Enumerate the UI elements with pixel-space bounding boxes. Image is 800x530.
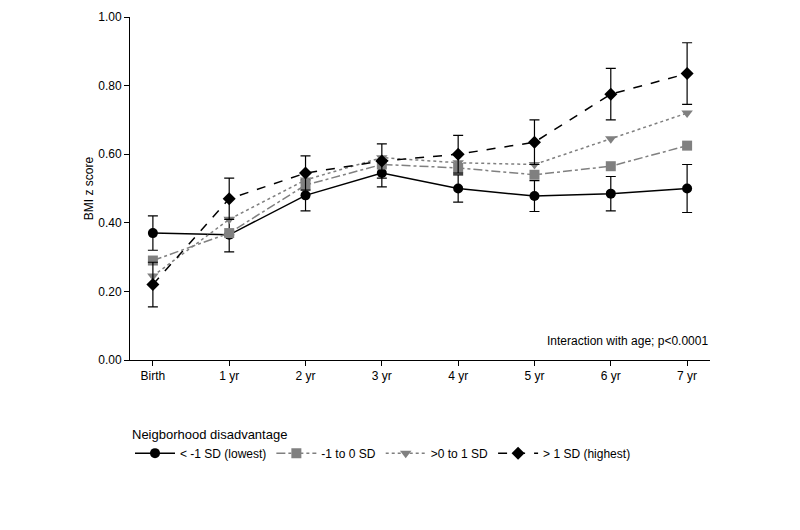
- svg-text:0.40: 0.40: [98, 216, 122, 230]
- svg-text:Birth: Birth: [141, 369, 166, 383]
- svg-text:7 yr: 7 yr: [677, 369, 697, 383]
- svg-text:5 yr: 5 yr: [524, 369, 544, 383]
- svg-text:4 yr: 4 yr: [448, 369, 468, 383]
- svg-text:< -1 SD (lowest): < -1 SD (lowest): [180, 447, 266, 461]
- svg-text:> 1 SD (highest): > 1 SD (highest): [543, 447, 630, 461]
- svg-text:Neigborhood disadvantage: Neigborhood disadvantage: [132, 427, 287, 442]
- svg-text:1 yr: 1 yr: [219, 369, 239, 383]
- svg-text:0.20: 0.20: [98, 285, 122, 299]
- svg-text:0.80: 0.80: [98, 79, 122, 93]
- svg-text:>0 to 1 SD: >0 to 1 SD: [431, 447, 488, 461]
- svg-text:1.00: 1.00: [98, 10, 122, 24]
- svg-text:BMI z score: BMI z score: [82, 157, 96, 221]
- svg-text:-1 to 0 SD: -1 to 0 SD: [321, 447, 375, 461]
- svg-text:Interaction with age; p<0.0001: Interaction with age; p<0.0001: [547, 334, 708, 348]
- svg-text:3 yr: 3 yr: [372, 369, 392, 383]
- svg-text:0.60: 0.60: [98, 147, 122, 161]
- svg-text:6 yr: 6 yr: [601, 369, 621, 383]
- svg-text:2 yr: 2 yr: [296, 369, 316, 383]
- svg-text:0.00: 0.00: [98, 353, 122, 367]
